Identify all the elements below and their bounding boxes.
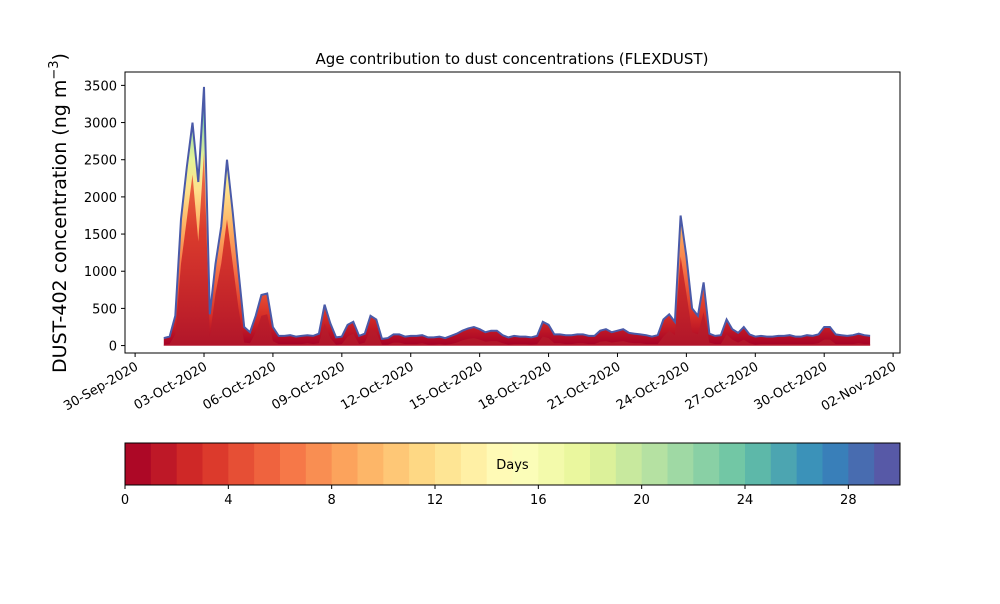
colorbar-tick-label: 24 — [737, 493, 754, 508]
colorbar-segment — [176, 443, 203, 485]
colorbar-tick-label: 0 — [121, 493, 129, 508]
colorbar-segment — [693, 443, 720, 485]
colorbar-segment — [590, 443, 617, 485]
x-tick-label: 18-Oct-2020 — [476, 359, 554, 413]
x-tick-label: 02-Nov-2020 — [819, 359, 899, 414]
x-tick-label: 06-Oct-2020 — [201, 359, 279, 413]
colorbar-segment — [719, 443, 746, 485]
colorbar-label: Days — [496, 458, 529, 473]
y-tick-label: 3000 — [84, 117, 117, 132]
line-total — [163, 86, 871, 341]
colorbar-segment — [615, 443, 643, 485]
colorbar-segment — [305, 443, 333, 485]
y-axis-label-main: DUST-402 concentration (ng m — [49, 80, 71, 373]
x-tick-label: 03-Oct-2020 — [132, 359, 210, 413]
colorbar-segment — [202, 443, 229, 485]
colorbar-segment — [641, 443, 668, 485]
colorbar-segment — [280, 443, 307, 485]
colorbar-segment — [228, 443, 255, 485]
colorbar-segment — [331, 443, 358, 485]
y-tick-label: 0 — [109, 340, 117, 355]
colorbar-segment — [486, 443, 513, 485]
colorbar-segment — [564, 443, 591, 485]
colorbar-tick-label: 16 — [530, 493, 547, 508]
x-tick-label: 21-Oct-2020 — [545, 359, 623, 413]
colorbar-frame — [124, 442, 901, 486]
colorbar-segment — [150, 443, 178, 485]
x-tick-label: 27-Oct-2020 — [683, 359, 761, 413]
area-young — [163, 152, 871, 346]
colorbar-segment — [745, 443, 772, 485]
colorbar: Days 0 4 8 12 16 20 24 28 — [121, 442, 901, 508]
colorbar-segment — [125, 443, 152, 485]
colorbar-tick-label: 4 — [224, 493, 232, 508]
colorbar-tick-label: 28 — [840, 493, 857, 508]
y-tick-label: 1500 — [84, 228, 117, 243]
chart-title: Age contribution to dust concentrations … — [316, 50, 709, 68]
y-tick-label: 2000 — [84, 191, 117, 206]
y-axis-label-close: ) — [49, 53, 71, 60]
y-tick-label: 3500 — [84, 79, 117, 94]
colorbar-segment — [770, 443, 798, 485]
colorbar-segment — [383, 443, 410, 485]
colorbar-segment — [254, 443, 281, 485]
colorbar-segment — [667, 443, 694, 485]
x-tick-label: 30-Oct-2020 — [752, 359, 830, 413]
y-tick-label: 1000 — [84, 265, 117, 280]
colorbar-tick-label: 8 — [328, 493, 336, 508]
x-tick-label: 30-Sep-2020 — [61, 359, 141, 414]
x-tick-label: 15-Oct-2020 — [407, 359, 485, 413]
colorbar-segment — [874, 443, 901, 485]
y-axis-label: DUST-402 concentration (ng m−3) — [47, 53, 71, 373]
colorbar-segment — [512, 443, 539, 485]
colorbar-segment — [822, 443, 849, 485]
colorbar-segment — [435, 443, 462, 485]
colorbar-segment — [538, 443, 565, 485]
colorbar-segment — [848, 443, 875, 485]
x-tick-label: 09-Oct-2020 — [269, 359, 347, 413]
plot-area — [163, 86, 871, 346]
colorbar-segment — [357, 443, 384, 485]
x-tick-label: 24-Oct-2020 — [614, 359, 692, 413]
colorbar-tick-label: 12 — [427, 493, 444, 508]
colorbar-segment — [460, 443, 488, 485]
colorbar-tick-label: 20 — [633, 493, 650, 508]
x-tick-label: 12-Oct-2020 — [338, 359, 416, 413]
y-tick-label: 2500 — [84, 154, 117, 169]
colorbar-segment — [796, 443, 823, 485]
colorbar-segment — [409, 443, 436, 485]
plot-frame — [124, 71, 901, 354]
y-tick-label: 500 — [92, 302, 117, 317]
y-axis-label-sup: −3 — [47, 60, 62, 79]
